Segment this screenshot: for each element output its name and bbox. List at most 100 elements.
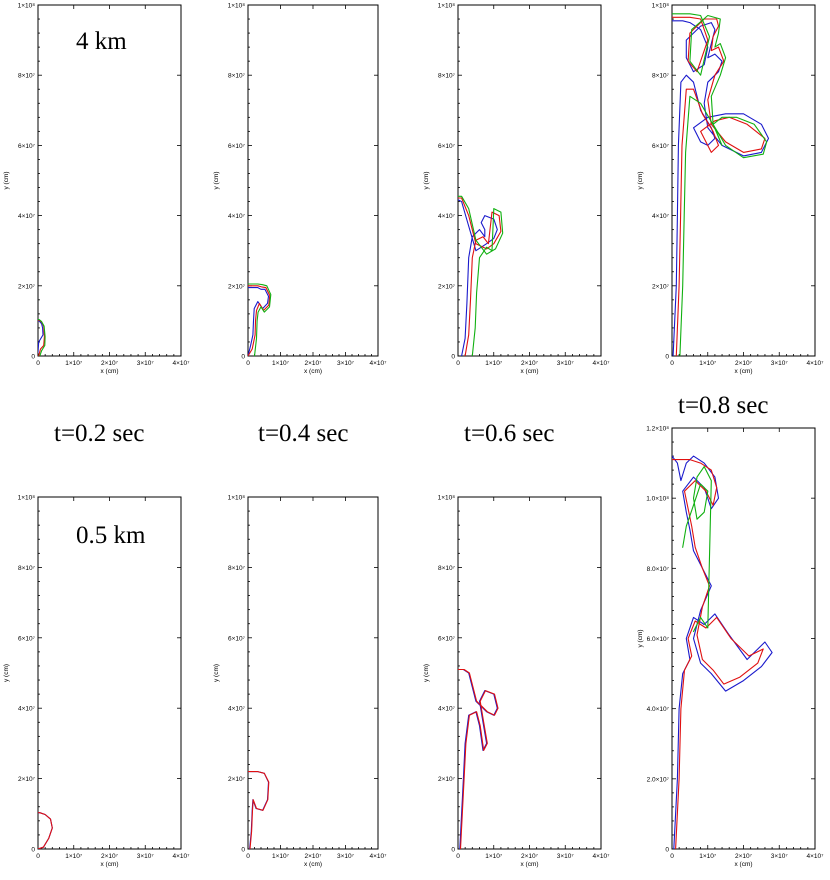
series-line-red (672, 16, 766, 356)
x-tick-label: 0 (246, 360, 250, 367)
x-tick-label: 4×10⁷ (173, 360, 191, 367)
y-tick-label: 4×10⁷ (228, 213, 246, 220)
x-tick-label: 4×10⁷ (370, 853, 388, 860)
x-tick-label: 4×10⁷ (593, 853, 611, 860)
x-axis-label: x (cm) (734, 861, 752, 868)
plot-frame (37, 4, 182, 357)
x-tick-label: 3×10⁷ (137, 853, 155, 860)
x-tick-label: 1×10⁷ (699, 853, 717, 860)
plot-frame (37, 496, 182, 850)
series-line-blue (672, 20, 770, 356)
y-tick-label: 6×10⁷ (228, 635, 246, 642)
y-tick-label: 1×10⁸ (652, 3, 670, 10)
y-tick-label: 0 (31, 354, 35, 361)
series-line-red (38, 812, 53, 849)
series-line-green (38, 318, 46, 356)
x-tick-label: 4×10⁷ (173, 853, 191, 860)
series-line-red (248, 771, 270, 849)
x-tick-label: 1×10⁷ (272, 360, 290, 367)
x-tick-label: 3×10⁷ (771, 360, 789, 367)
x-tick-label: 3×10⁷ (337, 360, 355, 367)
y-tick-label: 0 (31, 847, 35, 854)
y-tick-label: 6×10⁷ (18, 635, 36, 642)
x-tick-label: 1×10⁷ (485, 853, 503, 860)
x-tick-label: 0 (456, 360, 460, 367)
y-tick-label: 1×10⁸ (18, 3, 36, 10)
y-tick-label: 0 (241, 847, 245, 854)
plot-frame (457, 496, 602, 850)
x-tick-label: 0 (670, 360, 674, 367)
y-tick-label: 6.0×10⁷ (647, 636, 670, 643)
x-tick-label: 4×10⁷ (807, 853, 825, 860)
chart-top-4: 0 1×10⁷ 2×10⁷ 3×10⁷ 4×10⁷ 0 2×10⁷ 4×10⁷ 6×10⁷ 8×1… (637, 3, 825, 376)
series-line-blue (38, 320, 44, 354)
y-axis-label: y (cm) (637, 171, 644, 189)
x-tick-label: 2×10⁷ (735, 853, 753, 860)
y-tick-label: 2.0×10⁷ (647, 776, 670, 783)
y-tick-label: 8×10⁷ (438, 73, 456, 80)
x-axis-label: x (cm) (100, 368, 118, 375)
y-axis-label: y (cm) (3, 171, 10, 189)
y-tick-label: 4×10⁷ (438, 706, 456, 713)
y-tick-label: 0 (665, 354, 669, 361)
x-tick-label: 0 (36, 360, 40, 367)
y-tick-label: 4×10⁷ (652, 213, 670, 220)
time-label-4: t=0.8 sec (678, 392, 769, 419)
chart-bottom-1: 0 1×10⁷ 2×10⁷ 3×10⁷ 4×10⁷ 0 2×10⁷ 4×10⁷ 6×10⁷ 8×1… (3, 495, 191, 869)
x-axis-label: x (cm) (520, 861, 538, 868)
chart-bottom-4: 0 1×10⁷ 2×10⁷ 3×10⁷ 4×10⁷ 0 2.0×10⁷ 4.0×10⁷ 6.0×… (637, 426, 825, 869)
series-line-red (458, 197, 502, 356)
y-tick-label: 1×10⁸ (438, 3, 456, 10)
x-tick-label: 1×10⁷ (65, 853, 83, 860)
series-line-red (248, 285, 271, 356)
y-tick-label: 1.0×10⁸ (646, 496, 669, 503)
x-tick-label: 3×10⁷ (771, 853, 789, 860)
time-label-1: t=0.2 sec (54, 420, 145, 447)
y-tick-label: 2×10⁷ (18, 776, 36, 783)
y-tick-label: 2×10⁷ (652, 283, 670, 290)
x-tick-label: 1×10⁷ (65, 360, 83, 367)
y-tick-label: 4×10⁷ (18, 213, 36, 220)
x-axis-label: x (cm) (100, 861, 118, 868)
x-axis-label: x (cm) (520, 368, 538, 375)
x-axis-label: x (cm) (304, 861, 322, 868)
y-tick-label: 0 (241, 354, 245, 361)
x-tick-label: 4×10⁷ (370, 360, 388, 367)
x-tick-label: 4×10⁷ (593, 360, 611, 367)
y-tick-label: 4.0×10⁷ (647, 706, 670, 713)
y-tick-label: 6×10⁷ (228, 143, 246, 150)
plot-frame (671, 4, 816, 357)
y-tick-label: 4×10⁷ (438, 213, 456, 220)
x-tick-label: 1×10⁷ (272, 853, 290, 860)
row-label-bottom: 0.5 km (76, 522, 146, 549)
time-label-3: t=0.6 sec (464, 420, 555, 447)
y-axis-label: y (cm) (3, 664, 10, 682)
x-tick-label: 3×10⁷ (137, 360, 155, 367)
x-tick-label: 0 (456, 853, 460, 860)
x-tick-label: 0 (246, 853, 250, 860)
series-line-red (672, 459, 764, 849)
y-tick-label: 2×10⁷ (228, 776, 246, 783)
x-tick-label: 3×10⁷ (557, 853, 575, 860)
x-tick-label: 4×10⁷ (807, 360, 825, 367)
y-tick-label: 6×10⁷ (438, 143, 456, 150)
y-tick-label: 0 (451, 354, 455, 361)
y-tick-label: 1×10⁸ (18, 495, 36, 502)
y-tick-label: 1×10⁸ (228, 3, 246, 10)
series-line-blue (458, 668, 498, 849)
x-tick-label: 3×10⁷ (337, 853, 355, 860)
y-axis-label: y (cm) (213, 664, 220, 682)
y-tick-label: 8×10⁷ (228, 73, 246, 80)
y-tick-label: 1×10⁸ (228, 495, 246, 502)
time-label-2: t=0.4 sec (258, 420, 349, 447)
y-tick-label: 8×10⁷ (18, 565, 36, 572)
y-axis-label: y (cm) (423, 664, 430, 682)
y-tick-label: 6×10⁷ (18, 143, 36, 150)
y-tick-label: 1×10⁸ (438, 495, 456, 502)
x-tick-label: 2×10⁷ (101, 360, 119, 367)
x-tick-label: 0 (670, 853, 674, 860)
y-tick-label: 6×10⁷ (438, 635, 456, 642)
series-line-blue (672, 455, 773, 849)
x-axis-label: x (cm) (734, 368, 752, 375)
x-tick-label: 1×10⁷ (485, 360, 503, 367)
